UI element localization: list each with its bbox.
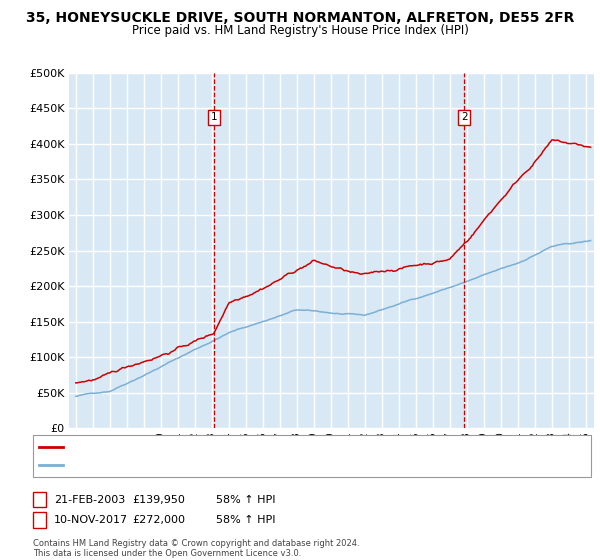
Text: Price paid vs. HM Land Registry's House Price Index (HPI): Price paid vs. HM Land Registry's House … [131,24,469,36]
Text: 21-FEB-2003: 21-FEB-2003 [54,494,125,505]
Text: 58% ↑ HPI: 58% ↑ HPI [216,494,275,505]
Text: 1: 1 [211,112,217,122]
Text: 58% ↑ HPI: 58% ↑ HPI [216,515,275,525]
Text: 2: 2 [461,112,467,122]
Text: £272,000: £272,000 [132,515,185,525]
Text: Contains HM Land Registry data © Crown copyright and database right 2024.
This d: Contains HM Land Registry data © Crown c… [33,539,359,558]
Text: 10-NOV-2017: 10-NOV-2017 [54,515,128,525]
Text: 2: 2 [36,515,43,525]
Text: 1: 1 [36,494,43,505]
Text: HPI: Average price, detached house, Bolsover: HPI: Average price, detached house, Bols… [67,460,290,470]
Text: 35, HONEYSUCKLE DRIVE, SOUTH NORMANTON, ALFRETON, DE55 2FR: 35, HONEYSUCKLE DRIVE, SOUTH NORMANTON, … [26,11,574,25]
Text: 35, HONEYSUCKLE DRIVE, SOUTH NORMANTON, ALFRETON, DE55 2FR (detached house): 35, HONEYSUCKLE DRIVE, SOUTH NORMANTON, … [67,442,502,452]
Text: £139,950: £139,950 [132,494,185,505]
